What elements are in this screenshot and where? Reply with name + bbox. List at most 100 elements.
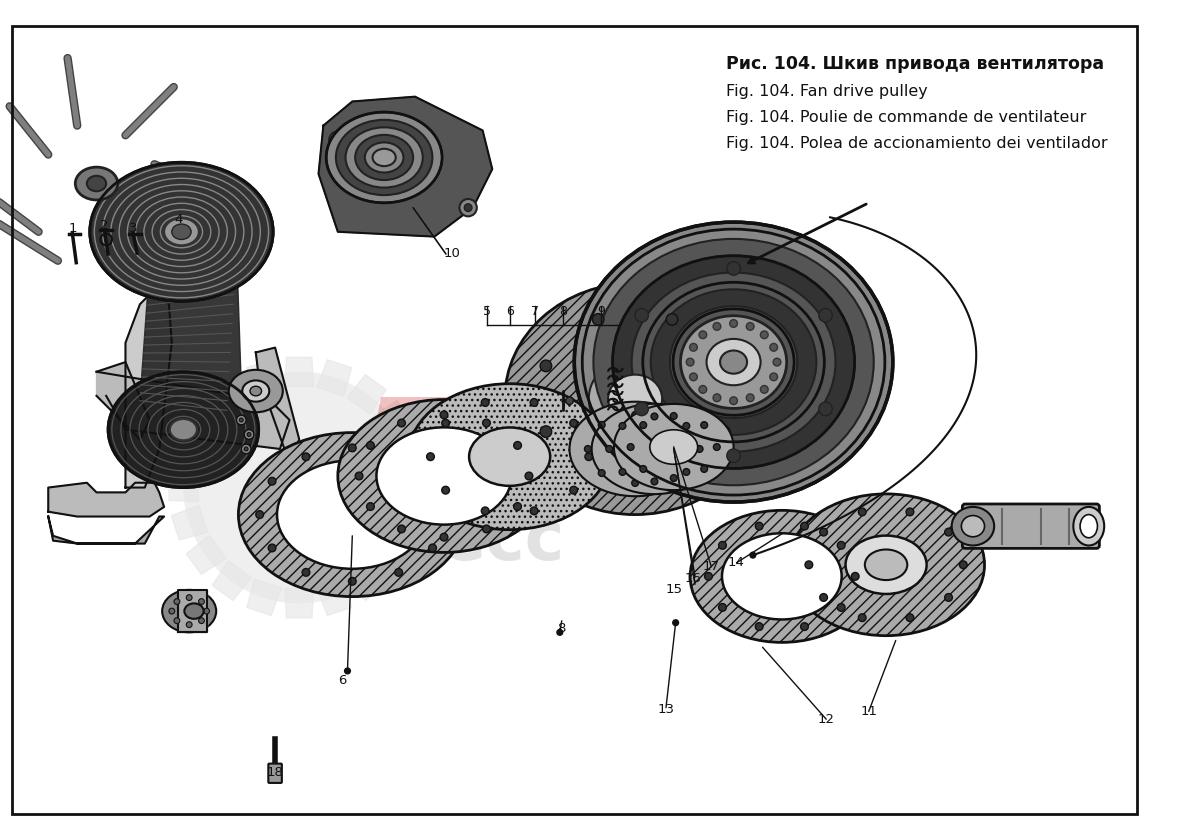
Circle shape bbox=[906, 508, 914, 516]
Circle shape bbox=[169, 608, 175, 614]
Circle shape bbox=[719, 604, 726, 612]
Circle shape bbox=[632, 412, 639, 418]
Circle shape bbox=[268, 544, 276, 552]
Circle shape bbox=[619, 423, 626, 429]
Ellipse shape bbox=[570, 402, 701, 496]
Text: 11: 11 bbox=[860, 705, 877, 718]
Circle shape bbox=[514, 502, 521, 511]
Circle shape bbox=[746, 394, 754, 402]
Ellipse shape bbox=[722, 533, 841, 619]
Ellipse shape bbox=[170, 419, 196, 440]
Ellipse shape bbox=[589, 357, 682, 440]
Circle shape bbox=[619, 469, 626, 475]
Text: 6: 6 bbox=[338, 675, 346, 687]
Circle shape bbox=[302, 569, 309, 576]
Ellipse shape bbox=[228, 370, 283, 412]
Circle shape bbox=[665, 470, 672, 476]
Circle shape bbox=[565, 396, 574, 405]
Ellipse shape bbox=[355, 135, 413, 180]
Circle shape bbox=[640, 465, 646, 472]
Circle shape bbox=[239, 418, 243, 422]
Circle shape bbox=[679, 445, 685, 452]
Polygon shape bbox=[169, 474, 199, 501]
Circle shape bbox=[760, 331, 768, 339]
Circle shape bbox=[820, 594, 827, 601]
Circle shape bbox=[838, 542, 845, 549]
Ellipse shape bbox=[614, 404, 733, 490]
Ellipse shape bbox=[365, 143, 403, 172]
Ellipse shape bbox=[87, 176, 106, 192]
Circle shape bbox=[481, 399, 489, 407]
Circle shape bbox=[760, 386, 768, 393]
Text: 7: 7 bbox=[359, 393, 461, 534]
Circle shape bbox=[801, 622, 808, 631]
Circle shape bbox=[349, 444, 356, 452]
Circle shape bbox=[464, 204, 472, 212]
Circle shape bbox=[199, 599, 205, 605]
Polygon shape bbox=[246, 360, 282, 396]
Text: 3: 3 bbox=[129, 223, 138, 235]
Polygon shape bbox=[284, 589, 313, 618]
Circle shape bbox=[427, 453, 434, 460]
Ellipse shape bbox=[575, 222, 892, 502]
Polygon shape bbox=[187, 401, 226, 440]
Circle shape bbox=[237, 415, 246, 425]
Circle shape bbox=[670, 412, 677, 419]
Polygon shape bbox=[372, 535, 412, 575]
Circle shape bbox=[820, 528, 827, 536]
Circle shape bbox=[244, 447, 248, 451]
Circle shape bbox=[713, 394, 721, 402]
Circle shape bbox=[687, 358, 694, 366]
Polygon shape bbox=[256, 348, 299, 464]
Circle shape bbox=[599, 422, 605, 428]
Circle shape bbox=[481, 507, 489, 515]
Ellipse shape bbox=[952, 507, 994, 545]
Text: 15: 15 bbox=[665, 583, 682, 596]
Ellipse shape bbox=[670, 306, 797, 418]
Circle shape bbox=[727, 262, 740, 276]
Circle shape bbox=[441, 419, 450, 427]
Circle shape bbox=[746, 323, 754, 330]
Circle shape bbox=[428, 544, 437, 552]
Circle shape bbox=[345, 668, 350, 674]
Circle shape bbox=[395, 569, 402, 576]
Polygon shape bbox=[317, 360, 352, 396]
Circle shape bbox=[441, 486, 450, 494]
Ellipse shape bbox=[336, 120, 432, 195]
Circle shape bbox=[819, 402, 832, 416]
Text: 4: 4 bbox=[175, 213, 183, 226]
Ellipse shape bbox=[651, 289, 816, 435]
Circle shape bbox=[651, 413, 658, 420]
Ellipse shape bbox=[505, 283, 765, 515]
Text: 8: 8 bbox=[558, 622, 566, 635]
Text: 17: 17 bbox=[703, 560, 720, 573]
Circle shape bbox=[268, 477, 276, 485]
Polygon shape bbox=[177, 590, 207, 633]
Circle shape bbox=[367, 502, 375, 511]
Circle shape bbox=[397, 419, 406, 427]
Circle shape bbox=[367, 442, 375, 449]
Ellipse shape bbox=[846, 536, 927, 594]
Ellipse shape bbox=[865, 549, 907, 580]
Ellipse shape bbox=[632, 272, 835, 452]
Circle shape bbox=[483, 419, 490, 427]
Polygon shape bbox=[140, 246, 242, 411]
Ellipse shape bbox=[650, 430, 697, 465]
Ellipse shape bbox=[372, 149, 396, 166]
Circle shape bbox=[199, 617, 205, 623]
Circle shape bbox=[334, 136, 342, 144]
Circle shape bbox=[349, 577, 356, 585]
Text: 5: 5 bbox=[483, 305, 491, 318]
Ellipse shape bbox=[469, 428, 550, 486]
Circle shape bbox=[395, 453, 402, 460]
Circle shape bbox=[713, 323, 721, 330]
Text: 7: 7 bbox=[531, 305, 539, 318]
Circle shape bbox=[804, 561, 813, 569]
Ellipse shape bbox=[720, 350, 747, 374]
Circle shape bbox=[531, 399, 538, 407]
Polygon shape bbox=[246, 579, 282, 616]
Circle shape bbox=[540, 426, 552, 438]
Ellipse shape bbox=[707, 339, 760, 386]
Ellipse shape bbox=[408, 384, 610, 530]
Circle shape bbox=[570, 486, 577, 494]
